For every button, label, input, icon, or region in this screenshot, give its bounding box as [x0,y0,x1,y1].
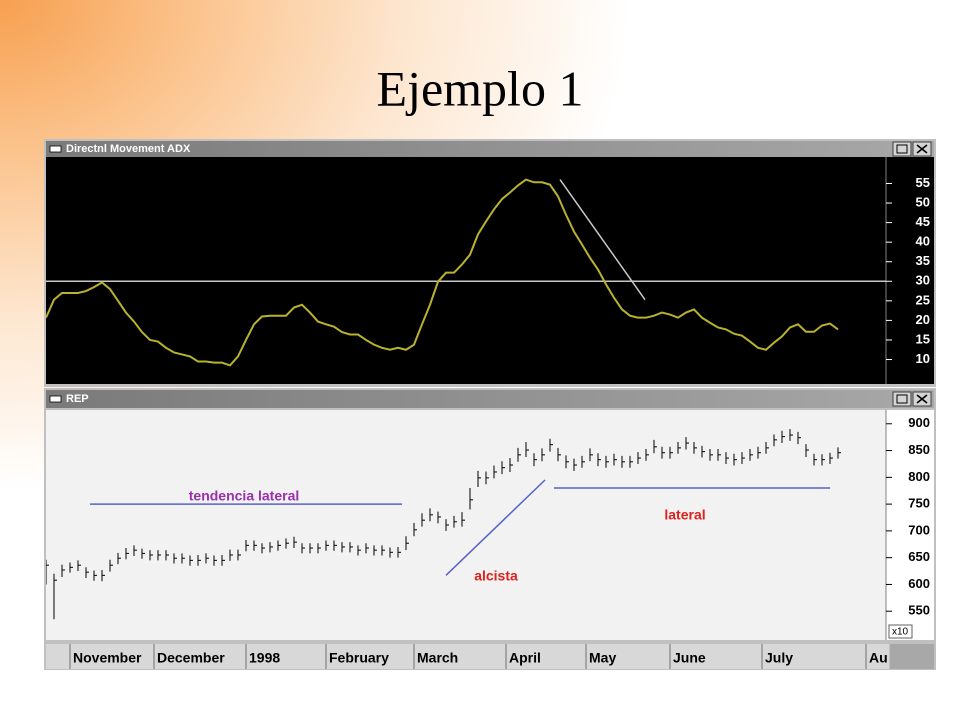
x-tick-label: July [765,650,793,666]
date-axis [46,644,889,669]
y-tick-label: 800 [908,469,930,484]
scroll-block [890,644,934,669]
title-bar [46,141,934,157]
x-tick-label: March [417,650,458,666]
title-bar [46,390,934,408]
x-tick-label: November [73,650,142,666]
maximize-button[interactable] [892,141,912,157]
date-labels: November December 1998 February March April Ma… [69,644,888,669]
y-tick-label: 45 [916,214,930,229]
y-tick-label: 50 [916,194,930,209]
y-tick-label: 20 [916,312,930,327]
y-tick-label: 40 [916,234,930,249]
y-tick-label: 55 [916,175,930,190]
y-tick-label: 10 [916,351,930,366]
window-buttons[interactable] [892,141,932,157]
x-tick-label: February [329,650,389,666]
y-tick-label: 550 [908,603,930,618]
x-tick-label: June [673,650,706,666]
x-tick-label: May [589,650,616,666]
window-buttons[interactable] [892,391,932,407]
y-tick-label: 650 [908,549,930,564]
maximize-icon [896,394,908,404]
x-tick-label: December [157,650,225,666]
close-icon [916,144,928,154]
price-plot [46,429,841,620]
multiplier-box [888,624,913,639]
close-icon [916,394,928,404]
x-tick-label: 1998 [249,650,280,666]
y-tick-label: 900 [908,415,930,430]
axis-area [886,410,934,640]
window-title: REP [66,393,89,405]
trend-line [445,479,546,576]
plot-area [46,157,934,384]
maximize-icon [896,144,908,154]
annotation: tendencia lateral [189,488,300,504]
y-tick-label: 25 [916,292,930,307]
x-tick-label: April [509,650,541,666]
trend-line [559,179,646,301]
y-tick-label: 850 [908,442,930,457]
window-icon [49,395,62,403]
annotation: lateral [664,507,705,523]
window-icon [49,145,62,153]
x-tick-label: Au [869,650,888,666]
multiplier-label: x10 [892,627,909,638]
y-tick-label: 15 [916,331,930,346]
adx-line [46,178,839,367]
adx-plot [46,178,886,367]
annotation: alcista [474,568,518,584]
y-tick-label: 30 [916,273,930,288]
plot-area [46,410,886,640]
maximize-button[interactable] [892,391,912,407]
y-tick-label: 35 [916,253,930,268]
y-tick-label: 750 [908,496,930,511]
window-title: Directnl Movement ADX [66,143,191,155]
slide-title: Ejemplo 1 [377,60,584,116]
y-tick-label: 700 [908,522,930,537]
y-tick-label: 600 [908,576,930,591]
